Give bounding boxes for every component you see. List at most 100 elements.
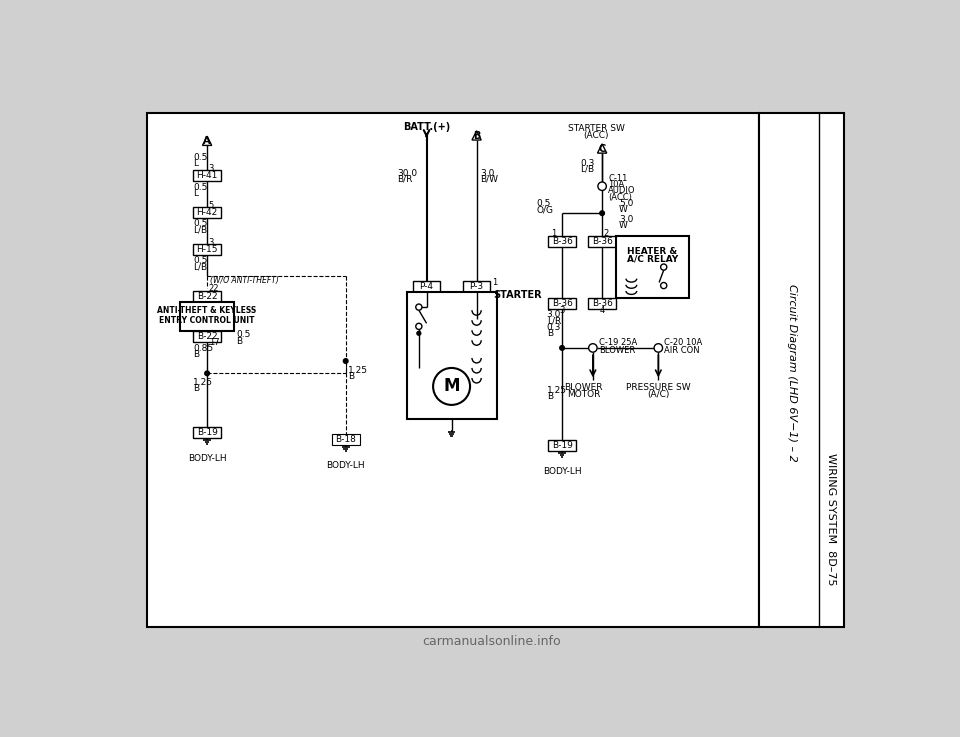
Circle shape (660, 282, 667, 289)
Text: 1: 1 (492, 278, 497, 287)
Text: L/B: L/B (193, 262, 207, 271)
Text: 0.85: 0.85 (193, 344, 213, 353)
Text: 22: 22 (208, 284, 219, 293)
Text: (A/C): (A/C) (647, 390, 669, 399)
Circle shape (204, 371, 209, 376)
Text: 3.0: 3.0 (480, 169, 494, 178)
Text: L/R: L/R (546, 316, 561, 326)
Text: L: L (193, 189, 199, 198)
Text: STARTER SW: STARTER SW (567, 124, 624, 133)
Text: B: B (546, 392, 553, 401)
Text: Circuit Diagram (LHD 6V−1) – 2: Circuit Diagram (LHD 6V−1) – 2 (787, 284, 798, 462)
Bar (548, 237, 576, 247)
Polygon shape (597, 144, 607, 153)
Text: 2: 2 (604, 228, 609, 238)
Text: B/W: B/W (480, 175, 498, 184)
Text: 1: 1 (551, 228, 556, 238)
Circle shape (598, 182, 607, 190)
Text: H-15: H-15 (197, 245, 218, 254)
Text: O/G: O/G (537, 206, 554, 214)
Text: 3: 3 (208, 238, 214, 247)
Text: 3.0: 3.0 (619, 215, 634, 224)
Text: B-18: B-18 (335, 435, 356, 444)
Text: P-3: P-3 (469, 282, 484, 291)
Text: 3: 3 (560, 306, 564, 315)
Text: 0.5: 0.5 (537, 200, 551, 209)
Text: B: B (193, 384, 200, 394)
Text: BATT.(+): BATT.(+) (403, 122, 450, 132)
Text: 17: 17 (208, 338, 219, 347)
Text: BODY-LH: BODY-LH (542, 467, 582, 476)
Text: MOTOR: MOTOR (567, 390, 600, 399)
Text: AIR CON: AIR CON (664, 346, 700, 354)
Text: B-36: B-36 (591, 237, 612, 246)
Text: 0.5: 0.5 (193, 153, 207, 162)
Bar (193, 170, 221, 181)
Text: L/B: L/B (193, 226, 207, 234)
Text: 1.25: 1.25 (546, 385, 566, 395)
Text: B: B (546, 329, 553, 338)
Text: carmanualsonline.info: carmanualsonline.info (422, 635, 562, 648)
Circle shape (660, 264, 667, 270)
Text: 1.25: 1.25 (348, 366, 368, 374)
Text: 10A: 10A (609, 180, 625, 189)
Bar (193, 244, 221, 255)
Text: HEATER &: HEATER & (628, 247, 678, 256)
Bar (588, 298, 616, 309)
Text: AUDIO: AUDIO (609, 186, 636, 195)
Text: ANTI-THEFT & KEYLESS: ANTI-THEFT & KEYLESS (157, 307, 256, 315)
Text: 5.0: 5.0 (619, 199, 634, 208)
Text: 0.5: 0.5 (193, 183, 207, 192)
Bar (193, 331, 221, 342)
Text: A: A (204, 136, 211, 146)
Polygon shape (472, 130, 481, 140)
Circle shape (600, 211, 605, 215)
Text: BODY-LH: BODY-LH (326, 461, 365, 470)
Text: BLOWER: BLOWER (599, 346, 636, 354)
Text: B-19: B-19 (197, 428, 218, 437)
Bar (332, 434, 360, 445)
Text: M: M (444, 377, 460, 396)
Text: 1.25: 1.25 (193, 378, 213, 387)
Bar (463, 281, 491, 292)
Text: 3.0: 3.0 (546, 310, 561, 319)
Bar (548, 440, 576, 451)
Text: H-41: H-41 (197, 171, 218, 180)
Text: A/C RELAY: A/C RELAY (627, 255, 678, 264)
Polygon shape (203, 136, 212, 145)
Text: BODY-LH: BODY-LH (188, 454, 227, 463)
Circle shape (416, 304, 422, 310)
Circle shape (654, 343, 662, 352)
Text: 0.5: 0.5 (193, 256, 207, 265)
Text: B: B (348, 372, 354, 381)
Text: C-20 10A: C-20 10A (664, 338, 703, 347)
Text: B-36: B-36 (591, 298, 612, 308)
Text: 0.5: 0.5 (236, 330, 251, 339)
Text: C-11: C-11 (609, 174, 628, 183)
Text: W: W (619, 205, 628, 214)
Bar (147, 113, 759, 627)
Text: (ACC): (ACC) (609, 192, 632, 201)
Bar (616, 237, 689, 298)
Bar (413, 281, 441, 292)
Bar (406, 292, 496, 419)
Text: STARTER: STARTER (493, 290, 542, 300)
Bar (193, 291, 221, 301)
Text: L: L (193, 159, 199, 168)
Text: WIRING SYSTEM  8D–75: WIRING SYSTEM 8D–75 (826, 453, 836, 586)
Text: B-36: B-36 (552, 237, 572, 246)
Text: C: C (598, 144, 606, 154)
Text: ENTRY CONTROL UNIT: ENTRY CONTROL UNIT (159, 315, 254, 325)
Circle shape (344, 359, 348, 363)
Text: P-4: P-4 (420, 282, 434, 291)
Bar (193, 427, 221, 438)
Bar (180, 301, 234, 331)
Circle shape (416, 324, 422, 329)
Circle shape (588, 343, 597, 352)
Text: 3: 3 (208, 164, 214, 173)
Text: C-19 25A: C-19 25A (599, 338, 637, 347)
Text: 0.3: 0.3 (546, 323, 561, 332)
Text: BLOWER: BLOWER (564, 383, 603, 393)
Bar (548, 298, 576, 309)
Text: B-22: B-22 (197, 332, 217, 341)
